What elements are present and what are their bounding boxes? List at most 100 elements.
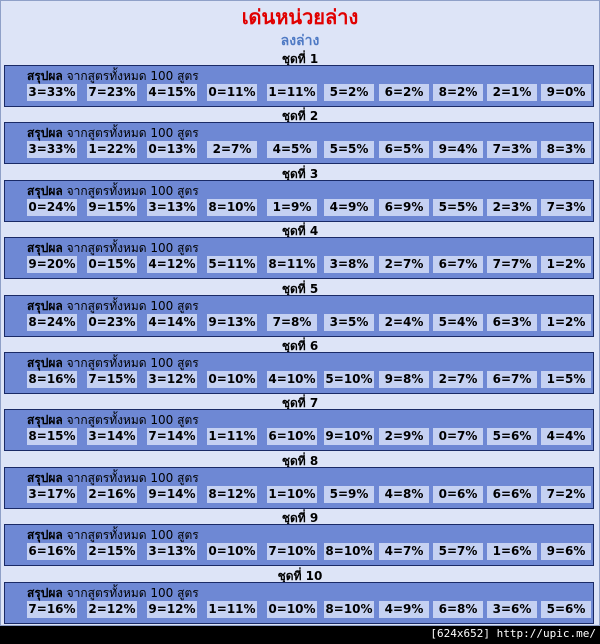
- set-panel: สรุปผล จากสูตรทั้งหมด 100 สูตร 3=17% 2=16%…: [4, 466, 594, 509]
- result-cell: 9=12%: [147, 600, 197, 618]
- result-cells: 8=15% 3=14% 7=14% 1=11% 6=10% 9=10% 2=9% 0=7% 5=…: [27, 428, 591, 446]
- result-cell: 0=10%: [207, 371, 257, 388]
- result-cell: 1=2%: [541, 256, 591, 274]
- result-cell: 6=8%: [433, 600, 483, 618]
- summary-text: จากสูตรทั้งหมด 100 สูตร: [66, 241, 199, 256]
- result-cell: 8=10%: [324, 543, 374, 561]
- result-cell: 4=12%: [147, 256, 197, 274]
- set-panel: สรุปผล จากสูตรทั้งหมด 100 สูตร 8=16% 7=15%…: [4, 352, 594, 394]
- set-panel: สรุปผล จากสูตรทั้งหมด 100 สูตร 7=16% 2=12%…: [4, 581, 594, 624]
- result-cell: 7=3%: [541, 198, 591, 216]
- result-cell: 9=14%: [147, 485, 197, 503]
- set-label: ชุดที่ 4: [281, 224, 319, 239]
- set-panel: สรุปผล จากสูตรทั้งหมด 100 สูตร 8=15% 3=14%…: [4, 409, 594, 452]
- set-panel: สรุปผล จากสูตรทั้งหมด 100 สูตร 6=16% 2=15%…: [4, 524, 594, 567]
- result-cell: 4=9%: [379, 600, 429, 618]
- result-cell: 3=33%: [27, 141, 77, 159]
- result-cell: 0=7%: [433, 428, 483, 446]
- summary-head: สรุปผล: [27, 413, 63, 428]
- set-panel: สรุปผล จากสูตรทั้งหมด 100 สูตร 0=24% 9=15%…: [4, 179, 594, 222]
- result-cell: 7=8%: [267, 313, 317, 331]
- set-label: ชุดที่ 3: [281, 166, 319, 181]
- summary-head: สรุปผล: [27, 183, 63, 198]
- result-cell: 5=2%: [324, 84, 374, 101]
- summary-text: จากสูตรทั้งหมด 100 สูตร: [66, 69, 199, 83]
- result-cell: 9=4%: [433, 141, 483, 159]
- summary-head: สรุปผล: [27, 470, 63, 485]
- result-cell: 7=16%: [27, 600, 77, 618]
- result-cell: 2=4%: [379, 313, 429, 331]
- result-cell: 6=5%: [379, 141, 429, 159]
- summary-text: จากสูตรทั้งหมด 100 สูตร: [66, 298, 199, 313]
- result-cell: 4=10%: [267, 371, 317, 388]
- summary-line: สรุปผล จากสูตรทั้งหมด 100 สูตร: [27, 126, 199, 140]
- result-cell: 2=7%: [433, 371, 483, 388]
- result-cell: 8=2%: [433, 84, 483, 101]
- result-cell: 2=7%: [379, 256, 429, 274]
- result-cell: 3=14%: [87, 428, 137, 446]
- set-panel: สรุปผล จากสูตรทั้งหมด 100 สูตร 3=33% 1=22%…: [4, 122, 594, 165]
- result-cell: 1=11%: [267, 84, 317, 101]
- summary-line: สรุปผล จากสูตรทั้งหมด 100 สูตร: [27, 413, 199, 427]
- result-cell: 1=9%: [267, 198, 317, 216]
- summary-line: สรุปผล จากสูตรทั้งหมด 100 สูตร: [27, 471, 199, 485]
- result-cell: 8=10%: [324, 600, 374, 618]
- set-label: ชุดที่ 2: [281, 109, 319, 124]
- result-cell: 9=10%: [324, 428, 374, 446]
- summary-text: จากสูตรทั้งหมด 100 สูตร: [66, 413, 199, 428]
- result-cell: 6=9%: [379, 198, 429, 216]
- result-cell: 4=15%: [147, 84, 197, 101]
- result-cell: 8=3%: [541, 141, 591, 159]
- page-title: เด่นหน่วยล่าง: [241, 5, 359, 29]
- result-cell: 8=12%: [207, 485, 257, 503]
- set-label: ชุดที่ 9: [281, 511, 319, 526]
- result-cell: 8=24%: [27, 313, 77, 331]
- set-label: ชุดที่ 5: [281, 281, 319, 296]
- result-cell: 2=1%: [487, 84, 537, 101]
- result-cell: 5=5%: [324, 141, 374, 159]
- result-cells: 8=16% 7=15% 3=12% 0=10% 4=10% 5=10% 9=8% 2=7% 6=…: [27, 371, 591, 388]
- set-label: ชุดที่ 6: [281, 339, 319, 353]
- result-cell: 1=5%: [541, 371, 591, 388]
- result-cell: 6=7%: [487, 371, 537, 388]
- result-cell: 1=10%: [267, 485, 317, 503]
- result-cell: 5=6%: [541, 600, 591, 618]
- result-cell: 0=13%: [147, 141, 197, 159]
- result-cell: 4=8%: [379, 485, 429, 503]
- result-cell: 5=6%: [487, 428, 537, 446]
- result-cell: 4=4%: [541, 428, 591, 446]
- result-cell: 1=2%: [541, 313, 591, 331]
- result-cell: 3=17%: [27, 485, 77, 503]
- summary-text: จากสูตรทั้งหมด 100 สูตร: [66, 126, 199, 141]
- summary-text: จากสูตรทั้งหมด 100 สูตร: [66, 585, 199, 600]
- result-cell: 2=12%: [87, 600, 137, 618]
- summary-line: สรุปผล จากสูตรทั้งหมด 100 สูตร: [27, 69, 199, 83]
- result-cells: 8=24% 0=23% 4=14% 9=13% 7=8% 3=5% 2=4% 5=4% 6=3%…: [27, 313, 591, 331]
- result-cell: 4=14%: [147, 313, 197, 331]
- result-cell: 7=23%: [87, 84, 137, 101]
- result-cell: 9=20%: [27, 256, 77, 274]
- summary-line: สรุปผล จากสูตรทั้งหมด 100 สูตร: [27, 184, 199, 198]
- summary-line: สรุปผล จากสูตรทั้งหมด 100 สูตร: [27, 241, 199, 255]
- result-cell: 9=6%: [541, 543, 591, 561]
- summary-text: จากสูตรทั้งหมด 100 สูตร: [66, 470, 199, 485]
- result-cell: 9=0%: [541, 84, 591, 101]
- result-cells: 3=17% 2=16% 9=14% 8=12% 1=10% 5=9% 4=8% 0=6% 6=6…: [27, 485, 591, 503]
- summary-head: สรุปผล: [27, 126, 63, 141]
- result-cell: 3=6%: [487, 600, 537, 618]
- summary-line: สรุปผล จากสูตรทั้งหมด 100 สูตร: [27, 586, 199, 600]
- results-frame: เด่นหน่วยล่าง ลงล่าง ชุดที่ 1 สรุปผล จากส…: [0, 0, 600, 626]
- summary-head: สรุปผล: [27, 585, 63, 600]
- result-cell: 1=6%: [487, 543, 537, 561]
- result-cell: 6=7%: [433, 256, 483, 274]
- result-cell: 1=11%: [207, 600, 257, 618]
- result-cell: 5=4%: [433, 313, 483, 331]
- result-cell: 6=6%: [487, 485, 537, 503]
- result-cell: 1=11%: [207, 428, 257, 446]
- result-cell: 9=8%: [379, 371, 429, 388]
- result-cell: 3=13%: [147, 198, 197, 216]
- result-cell: 0=24%: [27, 198, 77, 216]
- summary-head: สรุปผล: [27, 528, 63, 543]
- result-cell: 1=22%: [87, 141, 137, 159]
- result-cell: 8=16%: [27, 371, 77, 388]
